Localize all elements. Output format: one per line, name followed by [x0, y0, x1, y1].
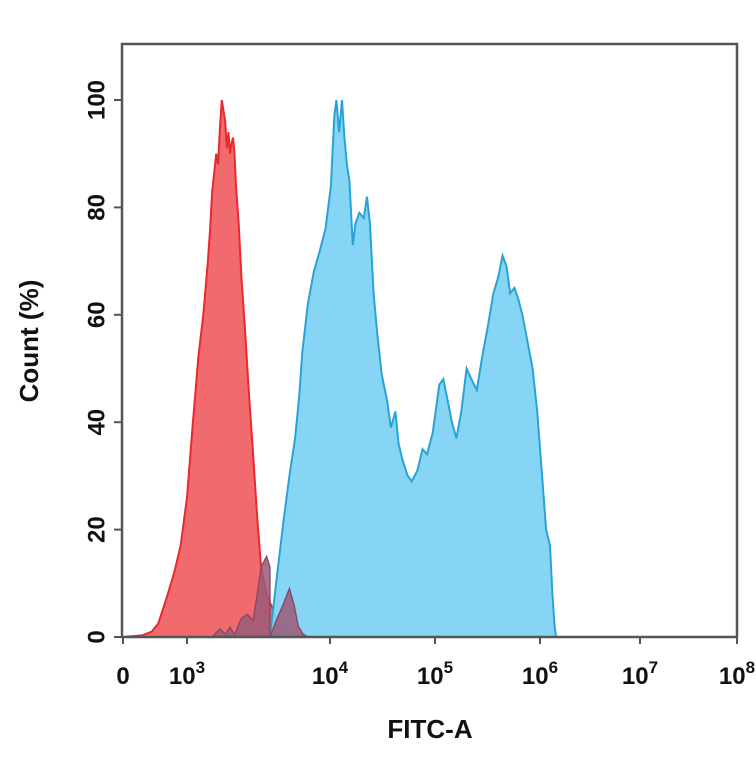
x-tick-label: 106	[522, 658, 558, 690]
plot-layer	[122, 99, 737, 638]
red-histogram-area	[123, 100, 308, 637]
y-tick-label: 100	[83, 80, 110, 120]
x-tick-label: 103	[169, 658, 205, 690]
y-tick-label: 20	[83, 516, 110, 543]
x-tick-label: 0	[116, 663, 129, 690]
y-tick-label: 0	[83, 630, 110, 643]
blue-histogram-area	[269, 100, 557, 637]
tick-layer: 0 20 40 60 80 100 0 103 104 105 106 107 108	[83, 80, 755, 690]
y-tick-label: 40	[83, 409, 110, 436]
y-tick-label: 80	[83, 194, 110, 221]
y-tick-label: 60	[83, 301, 110, 328]
x-tick-label: 108	[719, 658, 755, 690]
x-tick-label: 107	[622, 658, 658, 690]
x-tick-label: 105	[417, 658, 453, 690]
x-axis-title: FITC-A	[387, 714, 472, 744]
plot-frame	[120, 42, 739, 639]
overlap-histogram-area	[212, 556, 308, 637]
x-tick-label: 104	[312, 658, 349, 690]
overlap-histogram-line	[211, 554, 309, 638]
y-axis-title: Count (%)	[14, 280, 44, 403]
red-histogram-line	[122, 99, 308, 638]
blue-histogram-line	[268, 99, 558, 638]
